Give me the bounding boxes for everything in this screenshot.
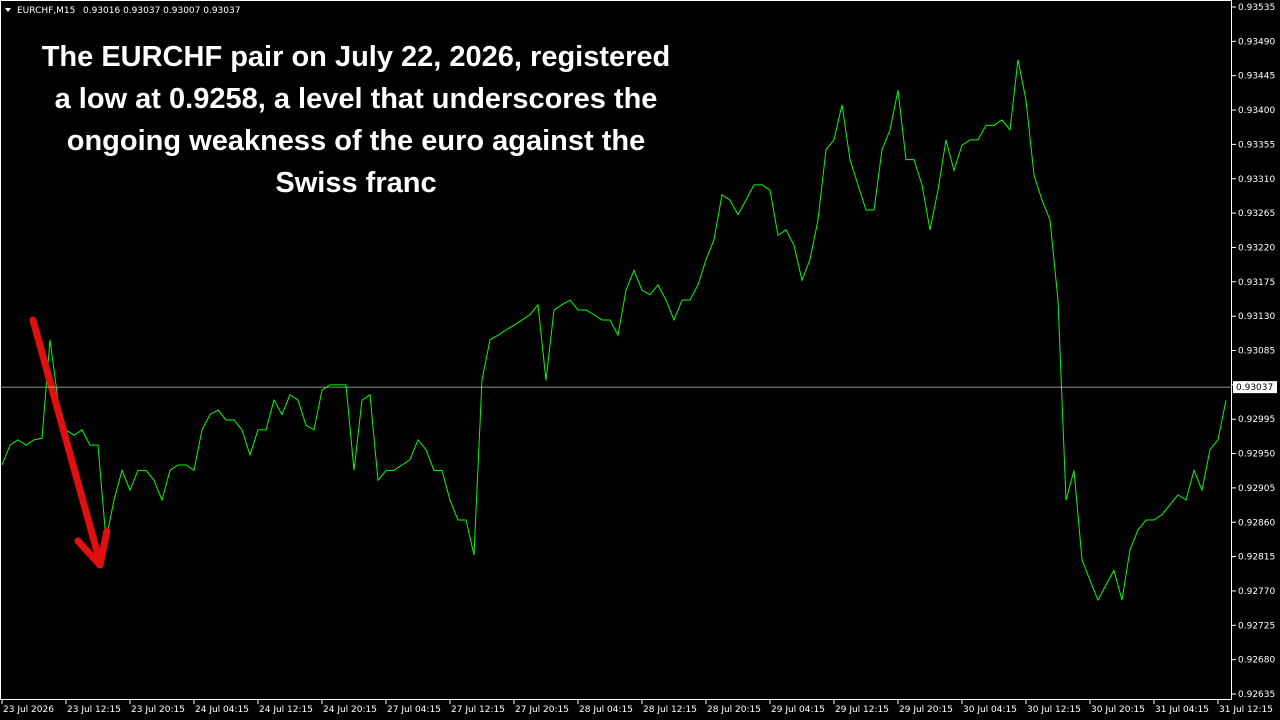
x-tick-label: 29 Jul 12:15: [835, 705, 889, 715]
annotation-text: The EURCHF pair on July 22, 2026, regist…: [42, 41, 671, 73]
x-tick-label: 29 Jul 04:15: [771, 705, 825, 715]
symbol-header: EURCHF,M15: [17, 6, 75, 16]
x-tick-label: 24 Jul 12:15: [259, 705, 313, 715]
annotation-text: Swiss franc: [275, 167, 436, 199]
x-tick-label: 31 Jul 12:15: [1219, 705, 1273, 715]
x-tick-label: 27 Jul 12:15: [451, 705, 505, 715]
current-price-label: 0.93037: [1236, 383, 1273, 393]
y-tick-label: 0.92635: [1238, 690, 1275, 700]
y-tick-label: 0.92770: [1238, 587, 1275, 597]
y-tick-label: 0.93490: [1238, 37, 1275, 47]
x-tick-label: 30 Jul 12:15: [1027, 705, 1081, 715]
x-tick-label: 28 Jul 04:15: [579, 705, 633, 715]
y-tick-label: 0.92680: [1238, 656, 1275, 666]
y-tick-label: 0.93220: [1238, 243, 1275, 253]
annotation-text: ongoing weakness of the euro against the: [67, 125, 645, 157]
y-tick-label: 0.92950: [1238, 450, 1275, 460]
annotation-text: a low at 0.9258, a level that underscore…: [55, 83, 658, 115]
x-tick-label: 30 Jul 20:15: [1091, 705, 1145, 715]
x-tick-label: 31 Jul 04:15: [1155, 705, 1209, 715]
price-line: [1, 59, 1227, 602]
arrow-head: [74, 527, 111, 569]
x-tick-label: 28 Jul 12:15: [643, 705, 697, 715]
x-tick-label: 27 Jul 20:15: [515, 705, 569, 715]
plot-frame: [0, 0, 1232, 700]
x-tick-label: 28 Jul 20:15: [707, 705, 761, 715]
y-tick-label: 0.93085: [1238, 347, 1275, 357]
y-tick-label: 0.93265: [1238, 209, 1275, 219]
current-price-box: [1233, 381, 1277, 394]
x-tick-label: 27 Jul 04:15: [387, 705, 441, 715]
y-tick-label: 0.93310: [1238, 175, 1275, 185]
y-tick-label: 0.92905: [1238, 484, 1275, 494]
y-tick-label: 0.92860: [1238, 518, 1275, 528]
y-tick-label: 0.93175: [1238, 278, 1275, 288]
x-tick-label: 24 Jul 20:15: [323, 705, 377, 715]
x-tick-label: 23 Jul 12:15: [67, 705, 121, 715]
x-tick-label: 30 Jul 04:15: [963, 705, 1017, 715]
y-tick-label: 0.93130: [1238, 312, 1275, 322]
annotation-arrow: [29, 316, 111, 569]
x-tick-label: 23 Jul 2026: [3, 705, 54, 715]
menu-triangle: [5, 8, 11, 12]
y-tick-label: 0.93535: [1238, 3, 1275, 13]
y-tick-label: 0.93445: [1238, 72, 1275, 82]
x-tick-label: 23 Jul 20:15: [131, 705, 185, 715]
y-tick-label: 0.93355: [1238, 140, 1275, 150]
ohlc-header: 0.93016 0.93037 0.93007 0.93037: [83, 6, 240, 16]
y-tick-label: 0.92725: [1238, 621, 1275, 631]
arrow-shaft: [29, 316, 102, 559]
x-tick-label: 29 Jul 20:15: [899, 705, 953, 715]
x-tick-label: 24 Jul 04:15: [195, 705, 249, 715]
y-tick-label: 0.92995: [1238, 415, 1275, 425]
y-tick-label: 0.93400: [1238, 106, 1275, 116]
y-tick-label: 0.92815: [1238, 553, 1275, 563]
